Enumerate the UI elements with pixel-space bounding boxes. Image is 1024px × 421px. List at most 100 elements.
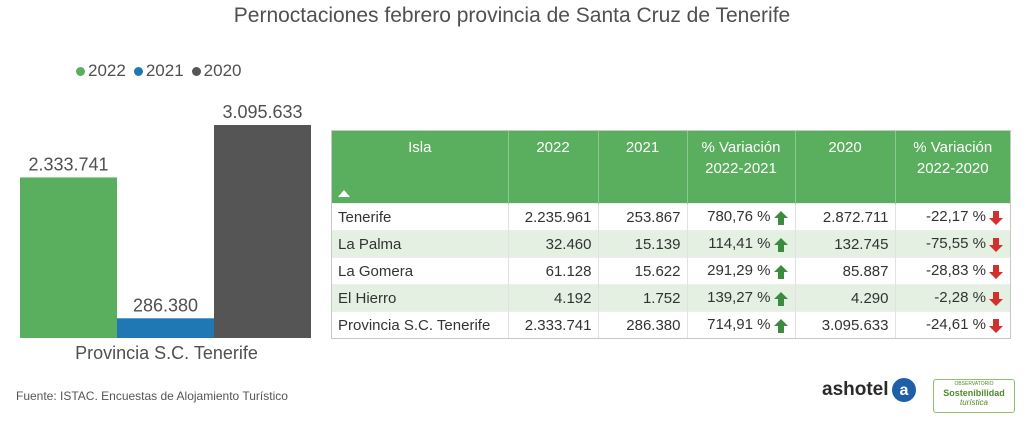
col-header-var1-line2: 2022-2021 [705,160,777,177]
cell-y2020: 4.290 [795,284,896,312]
table-row[interactable]: La Palma 32.460 15.139 114,41 % 132.745 -75,5… [332,230,1010,258]
arrow-down-icon [989,210,1003,225]
cell-var1: 114,41 % [687,230,796,258]
observatorio-logo: OBSERVATORIO Sostenibilidad turística [933,379,1015,413]
legend-item-2021[interactable]: 2021 [133,61,184,81]
table-row[interactable]: Tenerife 2.235.961 253.867 780,76 % 2.872.71… [332,203,1010,231]
cell-y2020-value: 132.745 [834,235,889,253]
cell-y2022: 2.333.741 [508,311,599,338]
cell-var2-value: -28,83 % [925,262,986,280]
cell-var1: 291,29 % [687,257,796,285]
legend-label-2020: 2020 [203,61,242,80]
cell-y2021-value: 286.380 [626,316,681,334]
cell-isla-value: La Gomera [338,262,414,280]
col-header-isla[interactable]: Isla [332,131,509,204]
cell-y2022-value: 32.460 [545,235,592,253]
legend-swatch-2022 [76,66,85,76]
sort-ascending-icon[interactable] [338,190,350,197]
arrow-down-icon [989,264,1003,279]
x-category-label: Provincia S.C. Tenerife [75,343,258,363]
observatorio-title: Sostenibilidad [943,388,1005,398]
cell-y2022: 61.128 [508,257,599,285]
cell-y2020: 132.745 [795,230,896,258]
cell-var1-value: 139,27 % [707,289,771,307]
bar-chart: 2.333.741 286.380 3.095.633 [20,102,311,338]
cell-isla-value: El Hierro [338,289,397,307]
chart-title: Pernoctaciones febrero provincia de Sant… [233,4,791,27]
arrow-up-icon [773,291,788,306]
col-header-var-2022-2021[interactable]: % Variación 2022-2021 [687,131,796,204]
cell-var1-value: 780,76 % [707,208,771,226]
cell-y2021-value: 253.867 [626,208,681,226]
arrow-down-icon [989,318,1003,333]
data-label-2020: 3.095.633 [222,102,302,122]
cell-isla: La Gomera [332,257,509,285]
cell-y2020-value: 85.887 [842,262,889,280]
arrow-up-icon [773,237,788,252]
cell-var1: 714,91 % [687,311,796,338]
cell-var2: -75,55 % [895,230,1010,258]
chart-legend: 2022 2021 2020 [76,61,241,81]
table-row[interactable]: Provincia S.C. Tenerife 2.333.741 286.380 7… [332,311,1010,338]
cell-y2022: 2.235.961 [508,203,599,231]
col-header-2020-label: 2020 [828,139,862,156]
data-label-2022: 2.333.741 [28,154,108,174]
observatorio-subtitle: turística [959,398,988,407]
table-row[interactable]: La Gomera 61.128 15.622 291,29 % 85.887 -28,8… [332,257,1010,285]
bar-2022[interactable] [20,177,117,338]
cell-var1: 780,76 % [687,203,796,231]
cell-y2021: 15.622 [598,257,688,285]
cell-y2020: 2.872.711 [795,203,896,231]
cell-var1: 139,27 % [687,284,796,312]
legend-item-2022[interactable]: 2022 [76,61,126,81]
cell-y2022: 32.460 [508,230,599,258]
cell-y2021: 286.380 [598,311,688,338]
table-body: Tenerife 2.235.961 253.867 780,76 % 2.872.71… [332,203,1010,338]
observatorio-label: OBSERVATORIO [954,381,994,387]
data-table: Isla 2022 2021 % Variación 2022-2021 202… [331,130,1011,339]
cell-isla-value: Provincia S.C. Tenerife [338,316,491,334]
cell-y2020-value: 3.095.633 [821,316,889,334]
legend-swatch-2021 [133,66,143,76]
bar-2021[interactable] [117,318,214,338]
source-note: Fuente: ISTAC. Encuestas de Alojamiento … [16,389,288,403]
cell-var2: -2,28 % [895,284,1010,312]
arrow-up-icon [773,264,788,279]
cell-var2: -22,17 % [895,203,1010,231]
col-header-var-2022-2020[interactable]: % Variación 2022-2020 [895,131,1010,204]
cell-var1-value: 291,29 % [707,262,771,280]
col-header-var2-line1: % Variación [913,139,993,156]
data-label-2021: 286.380 [133,295,198,315]
cell-y2021: 15.139 [598,230,688,258]
table-row[interactable]: El Hierro 4.192 1.752 139,27 % 4.290 -2,28 % [332,284,1010,312]
legend-item-2020[interactable]: 2020 [191,61,242,81]
legend-swatch-2020 [191,66,201,76]
ashotel-mark-icon: a [891,378,916,402]
ashotel-wordmark: ashotel [822,379,889,400]
cell-isla: Tenerife [332,203,509,231]
cell-y2021-value: 15.139 [634,235,681,253]
cell-y2021: 1.752 [598,284,688,312]
cell-y2022-value: 61.128 [545,262,592,280]
bar-2020[interactable] [214,125,311,338]
cell-y2021-value: 15.622 [634,262,681,280]
cell-var1-value: 714,91 % [707,316,771,334]
cell-y2020-value: 4.290 [850,289,889,307]
legend-label-2022: 2022 [88,61,126,80]
col-header-2020[interactable]: 2020 [795,131,896,204]
cell-y2022: 4.192 [508,284,599,312]
cell-y2022-value: 4.192 [553,289,592,307]
cell-y2020: 85.887 [795,257,896,285]
cell-isla: Provincia S.C. Tenerife [332,311,509,338]
cell-var2-value: -75,55 % [925,235,986,253]
col-header-var2-line2: 2022-2020 [916,160,989,177]
legend-label-2021: 2021 [145,61,184,80]
cell-isla: La Palma [332,230,509,258]
table-header-row: Isla 2022 2021 % Variación 2022-2021 202… [332,131,1010,204]
cell-isla: El Hierro [332,284,509,312]
col-header-2021[interactable]: 2021 [598,131,688,204]
cell-isla-value: La Palma [338,235,402,253]
col-header-isla-label: Isla [408,139,432,156]
col-header-var1-line1: % Variación [701,139,781,156]
col-header-2022[interactable]: 2022 [508,131,599,204]
